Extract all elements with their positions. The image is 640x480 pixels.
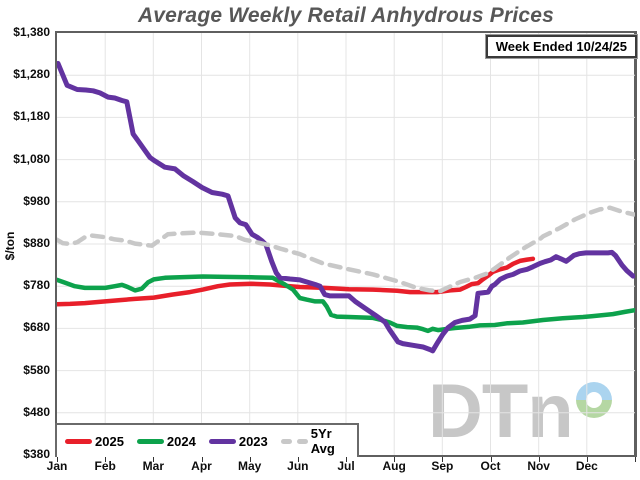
x-axis-tick xyxy=(538,457,540,462)
legend-swatch-icon xyxy=(136,438,164,444)
x-axis-label: Jun xyxy=(287,459,309,473)
x-axis-label: Sep xyxy=(431,459,454,473)
price-lines-chart xyxy=(57,33,635,455)
legend-label: 2023 xyxy=(238,433,268,449)
series-line-2024 xyxy=(57,274,635,334)
legend-item-2023: 2023 xyxy=(208,433,268,449)
y-axis-label: $580 xyxy=(23,362,50,377)
x-axis-tick xyxy=(249,457,251,462)
plot-area xyxy=(55,31,637,457)
x-axis-label: Feb xyxy=(94,459,116,473)
x-axis-label: Oct xyxy=(480,459,501,473)
dtn-logo-donut-icon xyxy=(576,382,612,418)
legend-label: 2025 xyxy=(95,433,124,449)
x-axis-tick xyxy=(201,457,203,462)
x-axis-tick xyxy=(394,457,396,462)
y-axis-label: $880 xyxy=(23,236,50,250)
legend-item-2024: 2024 xyxy=(136,433,196,449)
x-axis-tick xyxy=(490,457,492,462)
dtn-logo-text: DTn xyxy=(428,369,574,454)
y-axis-label: $1,180 xyxy=(13,109,50,124)
legend: 2025 2024 2023 5Yr Avg xyxy=(55,423,359,457)
x-axis-label: Dec xyxy=(575,459,598,473)
legend-swatch-icon xyxy=(65,438,92,444)
series-line-2023 xyxy=(57,60,635,354)
x-axis-label: Jul xyxy=(337,459,355,473)
legend-label: 5Yr Avg xyxy=(310,426,335,456)
y-axis-label: $1,280 xyxy=(13,67,50,82)
x-axis-label: Apr xyxy=(191,459,212,473)
x-axis-label: Nov xyxy=(527,459,550,473)
x-axis-label: Jan xyxy=(46,459,68,473)
y-axis-label: $1,380 xyxy=(13,25,50,39)
y-axis-label: $480 xyxy=(23,404,50,419)
x-axis-label: May xyxy=(237,459,262,473)
x-axis-label: Aug xyxy=(382,459,406,473)
x-axis-tick xyxy=(105,457,107,462)
y-axis-label: $780 xyxy=(23,278,50,293)
x-axis-tick xyxy=(635,457,636,462)
y-axis-label: $980 xyxy=(23,193,50,208)
x-axis-tick xyxy=(297,457,299,462)
legend-swatch-icon xyxy=(280,438,308,444)
legend-item-2025: 2025 xyxy=(65,434,124,449)
week-ended-badge: Week Ended 10/24/25 xyxy=(485,35,637,58)
chart-title: Average Weekly Retail Anhydrous Prices xyxy=(137,4,555,27)
x-axis-tick xyxy=(586,457,588,462)
legend-label: 2024 xyxy=(166,433,196,449)
dtn-logo: DTn xyxy=(428,372,638,456)
y-axis-label: $1,080 xyxy=(13,151,50,166)
y-axis-label: $380 xyxy=(23,447,50,461)
x-axis-tick xyxy=(442,457,444,462)
series-line-5yr-avg xyxy=(57,205,635,294)
x-axis-label: Mar xyxy=(142,459,164,473)
x-axis-tick xyxy=(153,457,155,462)
y-axis-label: $680 xyxy=(23,320,50,335)
legend-item-5yr-avg: 5Yr Avg xyxy=(280,426,357,456)
x-axis-tick xyxy=(57,457,58,462)
legend-swatch-icon xyxy=(208,438,236,444)
x-axis-tick xyxy=(346,457,347,462)
